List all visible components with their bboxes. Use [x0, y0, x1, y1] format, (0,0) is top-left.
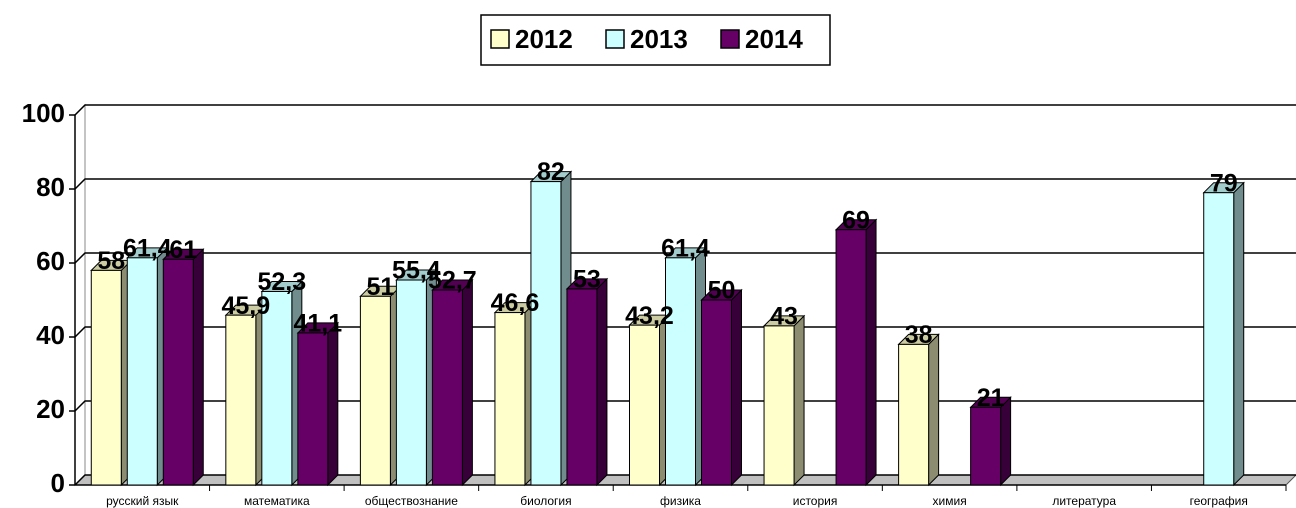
bar	[493, 301, 537, 487]
bar-side	[793, 314, 805, 487]
bar-front	[629, 324, 660, 486]
value-label: 53	[573, 266, 601, 294]
value-label: 46,6	[491, 289, 540, 317]
bar	[395, 268, 438, 487]
bar-side	[1233, 181, 1245, 487]
bar	[126, 246, 169, 487]
bar-front	[261, 290, 293, 486]
grid-line	[74, 252, 1296, 264]
value-label: 41,1	[293, 310, 342, 338]
bar-front	[665, 257, 696, 486]
x-tick-label: химия	[933, 494, 967, 508]
value-label: 45,9	[221, 292, 270, 320]
legend-label: 2014	[745, 24, 803, 54]
value-label: 82	[537, 158, 565, 186]
x-tick-label: обществознание	[365, 494, 458, 508]
bar	[565, 277, 609, 487]
bar-front	[898, 343, 930, 486]
bar	[296, 321, 340, 487]
bar	[969, 396, 1012, 487]
y-tick-label: 80	[36, 172, 65, 202]
value-label: 21	[977, 384, 1005, 412]
value-label: 43	[770, 303, 798, 331]
value-label: 52,3	[257, 268, 306, 296]
bar-front	[1203, 192, 1235, 486]
y-tick-label: 60	[36, 246, 65, 276]
value-label: 61,4	[123, 234, 172, 262]
legend-label: 2012	[515, 24, 573, 54]
bar	[664, 246, 707, 487]
bar-front	[763, 325, 795, 486]
value-label: 38	[905, 321, 933, 349]
bar-side	[192, 248, 204, 487]
legend-label: 2013	[630, 24, 688, 54]
value-label: 61,4	[661, 234, 710, 262]
value-label: 43,2	[625, 302, 674, 330]
value-label: 55,4	[392, 257, 441, 285]
bar-front	[431, 289, 463, 486]
bar	[834, 218, 878, 487]
bar-front	[701, 299, 732, 486]
bar	[897, 333, 940, 487]
bar-front	[162, 258, 194, 486]
bar	[700, 288, 743, 487]
value-label: 52,7	[428, 267, 477, 295]
bar	[359, 285, 402, 487]
value-label: 69	[842, 206, 870, 234]
bar	[762, 314, 806, 487]
bar	[628, 313, 671, 487]
grid-line	[74, 104, 1296, 116]
x-tick-label: физика	[660, 494, 701, 508]
x-tick-label: математика	[244, 494, 310, 508]
bar-front	[970, 406, 1002, 486]
bar-front	[297, 332, 329, 486]
bar-front	[494, 312, 526, 486]
bar-front	[126, 257, 158, 486]
bar-front	[225, 314, 257, 486]
grid-line	[74, 474, 1296, 486]
bar	[90, 259, 133, 487]
bar-front	[395, 279, 427, 486]
bar-front	[530, 181, 562, 486]
bar-front	[835, 229, 867, 486]
y-tick-label: 100	[22, 98, 65, 128]
legend-box	[480, 14, 831, 66]
bar	[431, 278, 474, 487]
value-label: 61	[169, 236, 197, 264]
bar	[1202, 181, 1245, 487]
value-label: 79	[1210, 169, 1238, 197]
x-tick-label: русский язык	[106, 494, 179, 508]
y-tick-label: 20	[36, 394, 65, 424]
bar-side	[461, 278, 473, 487]
bar	[529, 170, 573, 487]
bar	[224, 303, 268, 487]
legend-swatch	[720, 29, 740, 49]
bar-side	[327, 321, 339, 487]
grid-line	[74, 400, 1296, 412]
legend-swatch	[490, 29, 510, 49]
x-tick-label: история	[793, 494, 838, 508]
bar-side	[596, 277, 608, 487]
y-tick-label: 0	[51, 468, 65, 498]
bar-side	[928, 333, 940, 487]
bar-side	[865, 218, 877, 487]
bar-front	[359, 295, 391, 486]
value-label: 51	[366, 273, 394, 301]
bar-side	[731, 288, 742, 487]
x-tick-label: биология	[520, 494, 571, 508]
x-tick-label: литература	[1052, 494, 1116, 508]
bar	[162, 248, 205, 487]
grid-line	[74, 178, 1296, 190]
bar-front	[566, 288, 598, 486]
grid-line	[74, 326, 1296, 338]
bar-front	[90, 269, 122, 486]
value-label: 58	[97, 247, 125, 275]
side-wall	[74, 103, 86, 487]
value-label: 50	[708, 277, 736, 305]
y-tick-label: 40	[36, 320, 65, 350]
legend-swatch	[605, 29, 625, 49]
x-tick-label: география	[1190, 494, 1248, 508]
